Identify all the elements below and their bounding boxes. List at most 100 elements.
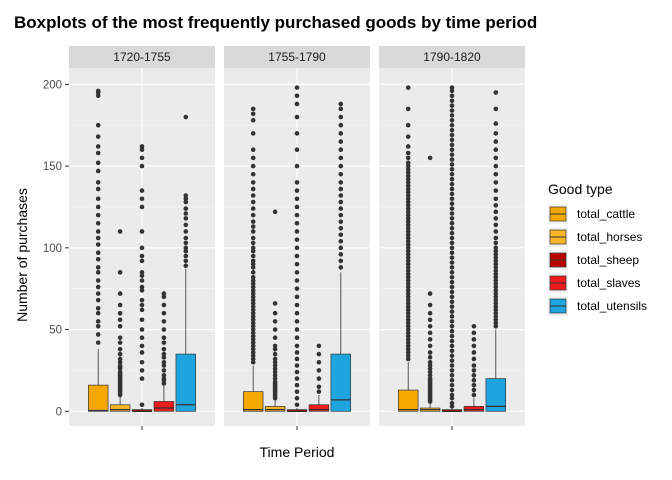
outlier-point (449, 404, 455, 409)
outlier-point (139, 188, 145, 193)
box-total_slaves (153, 291, 175, 412)
outlier-point (405, 323, 411, 329)
outlier-point (294, 270, 300, 275)
outlier-point (250, 171, 256, 177)
outlier-point (95, 88, 101, 94)
outlier-point (250, 304, 256, 309)
outlier-point (449, 338, 455, 344)
outlier-point (139, 297, 145, 303)
outlier-point (294, 147, 300, 153)
outlier-point (95, 93, 101, 99)
outlier-point (449, 85, 455, 90)
outlier-point (449, 196, 455, 202)
outlier-point (405, 265, 411, 270)
outlier-point (493, 294, 499, 300)
outlier-point (405, 209, 411, 215)
outlier-point (405, 222, 411, 228)
outlier-point (250, 180, 256, 185)
outlier-point (405, 229, 411, 234)
outlier-point (427, 337, 433, 342)
outlier-point (449, 176, 455, 182)
outlier-point (117, 270, 123, 275)
outlier-point (449, 118, 455, 123)
outlier-point (294, 382, 300, 388)
outlier-point (117, 351, 123, 357)
outlier-point (117, 359, 123, 365)
outlier-point (427, 366, 433, 372)
panel-strip (224, 46, 370, 68)
outlier-point (294, 310, 300, 316)
outlier-point (139, 273, 145, 278)
outlier-point (427, 155, 433, 161)
outlier-point (493, 188, 499, 193)
outlier-point (405, 134, 411, 139)
outlier-point (338, 206, 344, 211)
panel-strip-label: 1720-1755 (113, 50, 171, 64)
box-rect (109, 404, 131, 412)
outlier-point (405, 333, 411, 339)
outlier-point (316, 376, 322, 381)
panels: 1720-1755 1755-1790 1790-1820 (69, 46, 525, 430)
outlier-point (449, 98, 455, 103)
outlier-point (405, 255, 411, 260)
outlier-point (250, 317, 256, 323)
panel-strip-label: 1790-1820 (423, 50, 481, 64)
outlier-point (272, 346, 278, 352)
outlier-point (449, 122, 455, 128)
outlier-point (449, 289, 455, 295)
outlier-point (449, 167, 455, 172)
outlier-point (95, 196, 101, 202)
outlier-point (493, 235, 499, 241)
legend-item-total_sheep: total_sheep (548, 250, 639, 270)
outlier-point (405, 291, 411, 296)
outlier-point (95, 180, 101, 185)
outlier-point (338, 139, 344, 144)
outlier-point (449, 191, 455, 197)
outlier-point (272, 343, 278, 349)
legend: Good type total_cattle total_horses total_… (548, 181, 647, 316)
outlier-point (493, 121, 499, 126)
outlier-point (493, 216, 499, 221)
panel-1720-1755: 1720-1755 (69, 46, 215, 430)
outlier-point (272, 359, 278, 365)
outlier-point (250, 310, 256, 316)
outlier-point (471, 382, 477, 388)
outlier-point (493, 139, 499, 144)
outlier-point (449, 304, 455, 309)
outlier-point (405, 180, 411, 185)
outlier-point (493, 155, 499, 161)
outlier-point (294, 220, 300, 226)
outlier-point (449, 333, 455, 339)
outlier-point (117, 356, 123, 362)
outlier-point (117, 291, 123, 296)
outlier-point (338, 219, 344, 224)
outlier-point (338, 252, 344, 257)
outlier-point (117, 323, 123, 329)
outlier-point (405, 330, 411, 336)
outlier-point (95, 332, 101, 337)
outlier-point (338, 238, 344, 244)
outlier-point (427, 302, 433, 308)
outlier-point (493, 131, 499, 136)
outlier-point (338, 122, 344, 128)
outlier-point (449, 270, 455, 275)
outlier-point (405, 242, 411, 247)
outlier-point (316, 359, 322, 365)
panel-1755-1790: 1755-1790 (224, 46, 370, 430)
outlier-point (250, 106, 256, 112)
outlier-point (449, 400, 455, 406)
outlier-point (183, 253, 189, 259)
outlier-point (405, 219, 411, 224)
outlier-point (95, 323, 101, 329)
outlier-point (250, 118, 256, 123)
outlier-point (405, 167, 411, 172)
outlier-point (294, 363, 300, 368)
outlier-point (95, 297, 101, 303)
box-total_slaves (308, 343, 330, 412)
outlier-point (183, 199, 189, 205)
outlier-point (449, 314, 455, 319)
outlier-point (272, 327, 278, 332)
outlier-point (338, 232, 344, 238)
outlier-point (250, 274, 256, 280)
outlier-point (250, 219, 256, 224)
